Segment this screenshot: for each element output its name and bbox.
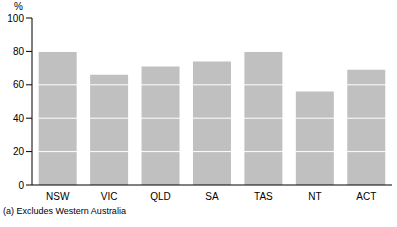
- svg-text:NT: NT: [308, 191, 321, 202]
- svg-text:QLD: QLD: [150, 191, 171, 202]
- svg-text:ACT: ACT: [356, 191, 376, 202]
- html-text:(a) Excludes Western Australia: (a) Excludes Western Australia: [3, 206, 126, 216]
- svg-text:60: 60: [13, 79, 25, 90]
- svg-text:VIC: VIC: [101, 191, 118, 202]
- svg-text:40: 40: [13, 113, 25, 124]
- svg-text:0: 0: [18, 180, 24, 191]
- svg-text:NSW: NSW: [46, 191, 70, 202]
- svg-text:80: 80: [13, 46, 25, 57]
- svg-text:20: 20: [13, 146, 25, 157]
- svg-text:100: 100: [8, 13, 24, 24]
- svg-text:SA: SA: [205, 191, 219, 202]
- svg-text:TAS: TAS: [254, 191, 273, 202]
